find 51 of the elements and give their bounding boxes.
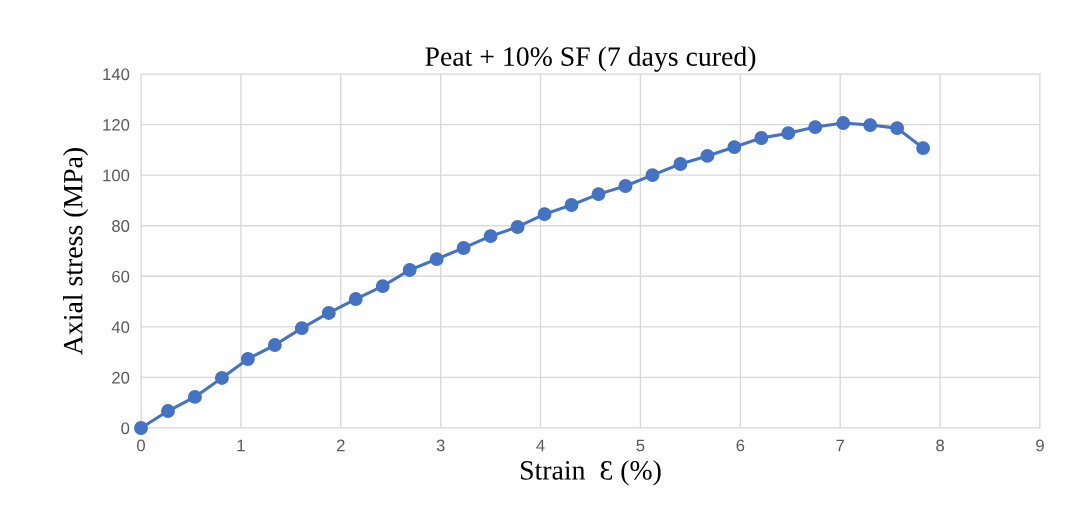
point [402, 263, 417, 277]
point [673, 157, 688, 171]
y-tick-label: 60 [112, 270, 130, 283]
y-tick-label: 120 [103, 118, 130, 131]
x-axis-title: Strain Ɛ (%) [520, 460, 661, 486]
chart-title: Peat + 10% SF (7 days cured) [425, 46, 756, 72]
x-tick-label: 7 [836, 439, 845, 452]
y-tick-label: 40 [111, 321, 130, 334]
point [537, 207, 552, 222]
y-axis-title: Axial stress (MPa) [63, 148, 89, 355]
x-tick-label: 8 [936, 439, 945, 452]
point [916, 141, 931, 156]
point [645, 168, 660, 183]
point [890, 121, 905, 136]
x-tick-label: 2 [336, 439, 345, 452]
point [267, 338, 282, 353]
y-tick-label: 140 [103, 68, 130, 81]
x-tick-label: 6 [736, 439, 745, 452]
point [727, 140, 742, 155]
x-tick-label: 4 [536, 439, 545, 452]
point [456, 241, 471, 255]
point [348, 292, 363, 306]
point [483, 229, 498, 244]
point [591, 187, 606, 202]
point [808, 120, 823, 135]
x-tick-label: 9 [1036, 439, 1044, 452]
point [618, 179, 633, 193]
point [510, 220, 525, 234]
y-tick-label: 80 [112, 220, 130, 232]
y-tick-label: 100 [103, 169, 130, 182]
point [564, 198, 579, 212]
point [214, 370, 229, 385]
point [700, 148, 715, 163]
point [429, 252, 444, 267]
point [754, 131, 769, 145]
point [375, 279, 390, 294]
y-tick-label: 0 [121, 422, 130, 435]
point [836, 116, 851, 130]
y-tick-label: 20 [112, 371, 130, 384]
point [781, 126, 796, 141]
x-tick-label: 5 [636, 439, 645, 452]
x-tick-label: 3 [436, 439, 445, 452]
point [161, 404, 175, 419]
point [863, 118, 878, 133]
point [240, 352, 255, 366]
x-tick-label: 0 [137, 439, 145, 452]
point [294, 321, 309, 336]
point [187, 389, 202, 404]
point [321, 306, 336, 320]
point [134, 421, 148, 435]
x-tick-label: 1 [237, 439, 245, 452]
